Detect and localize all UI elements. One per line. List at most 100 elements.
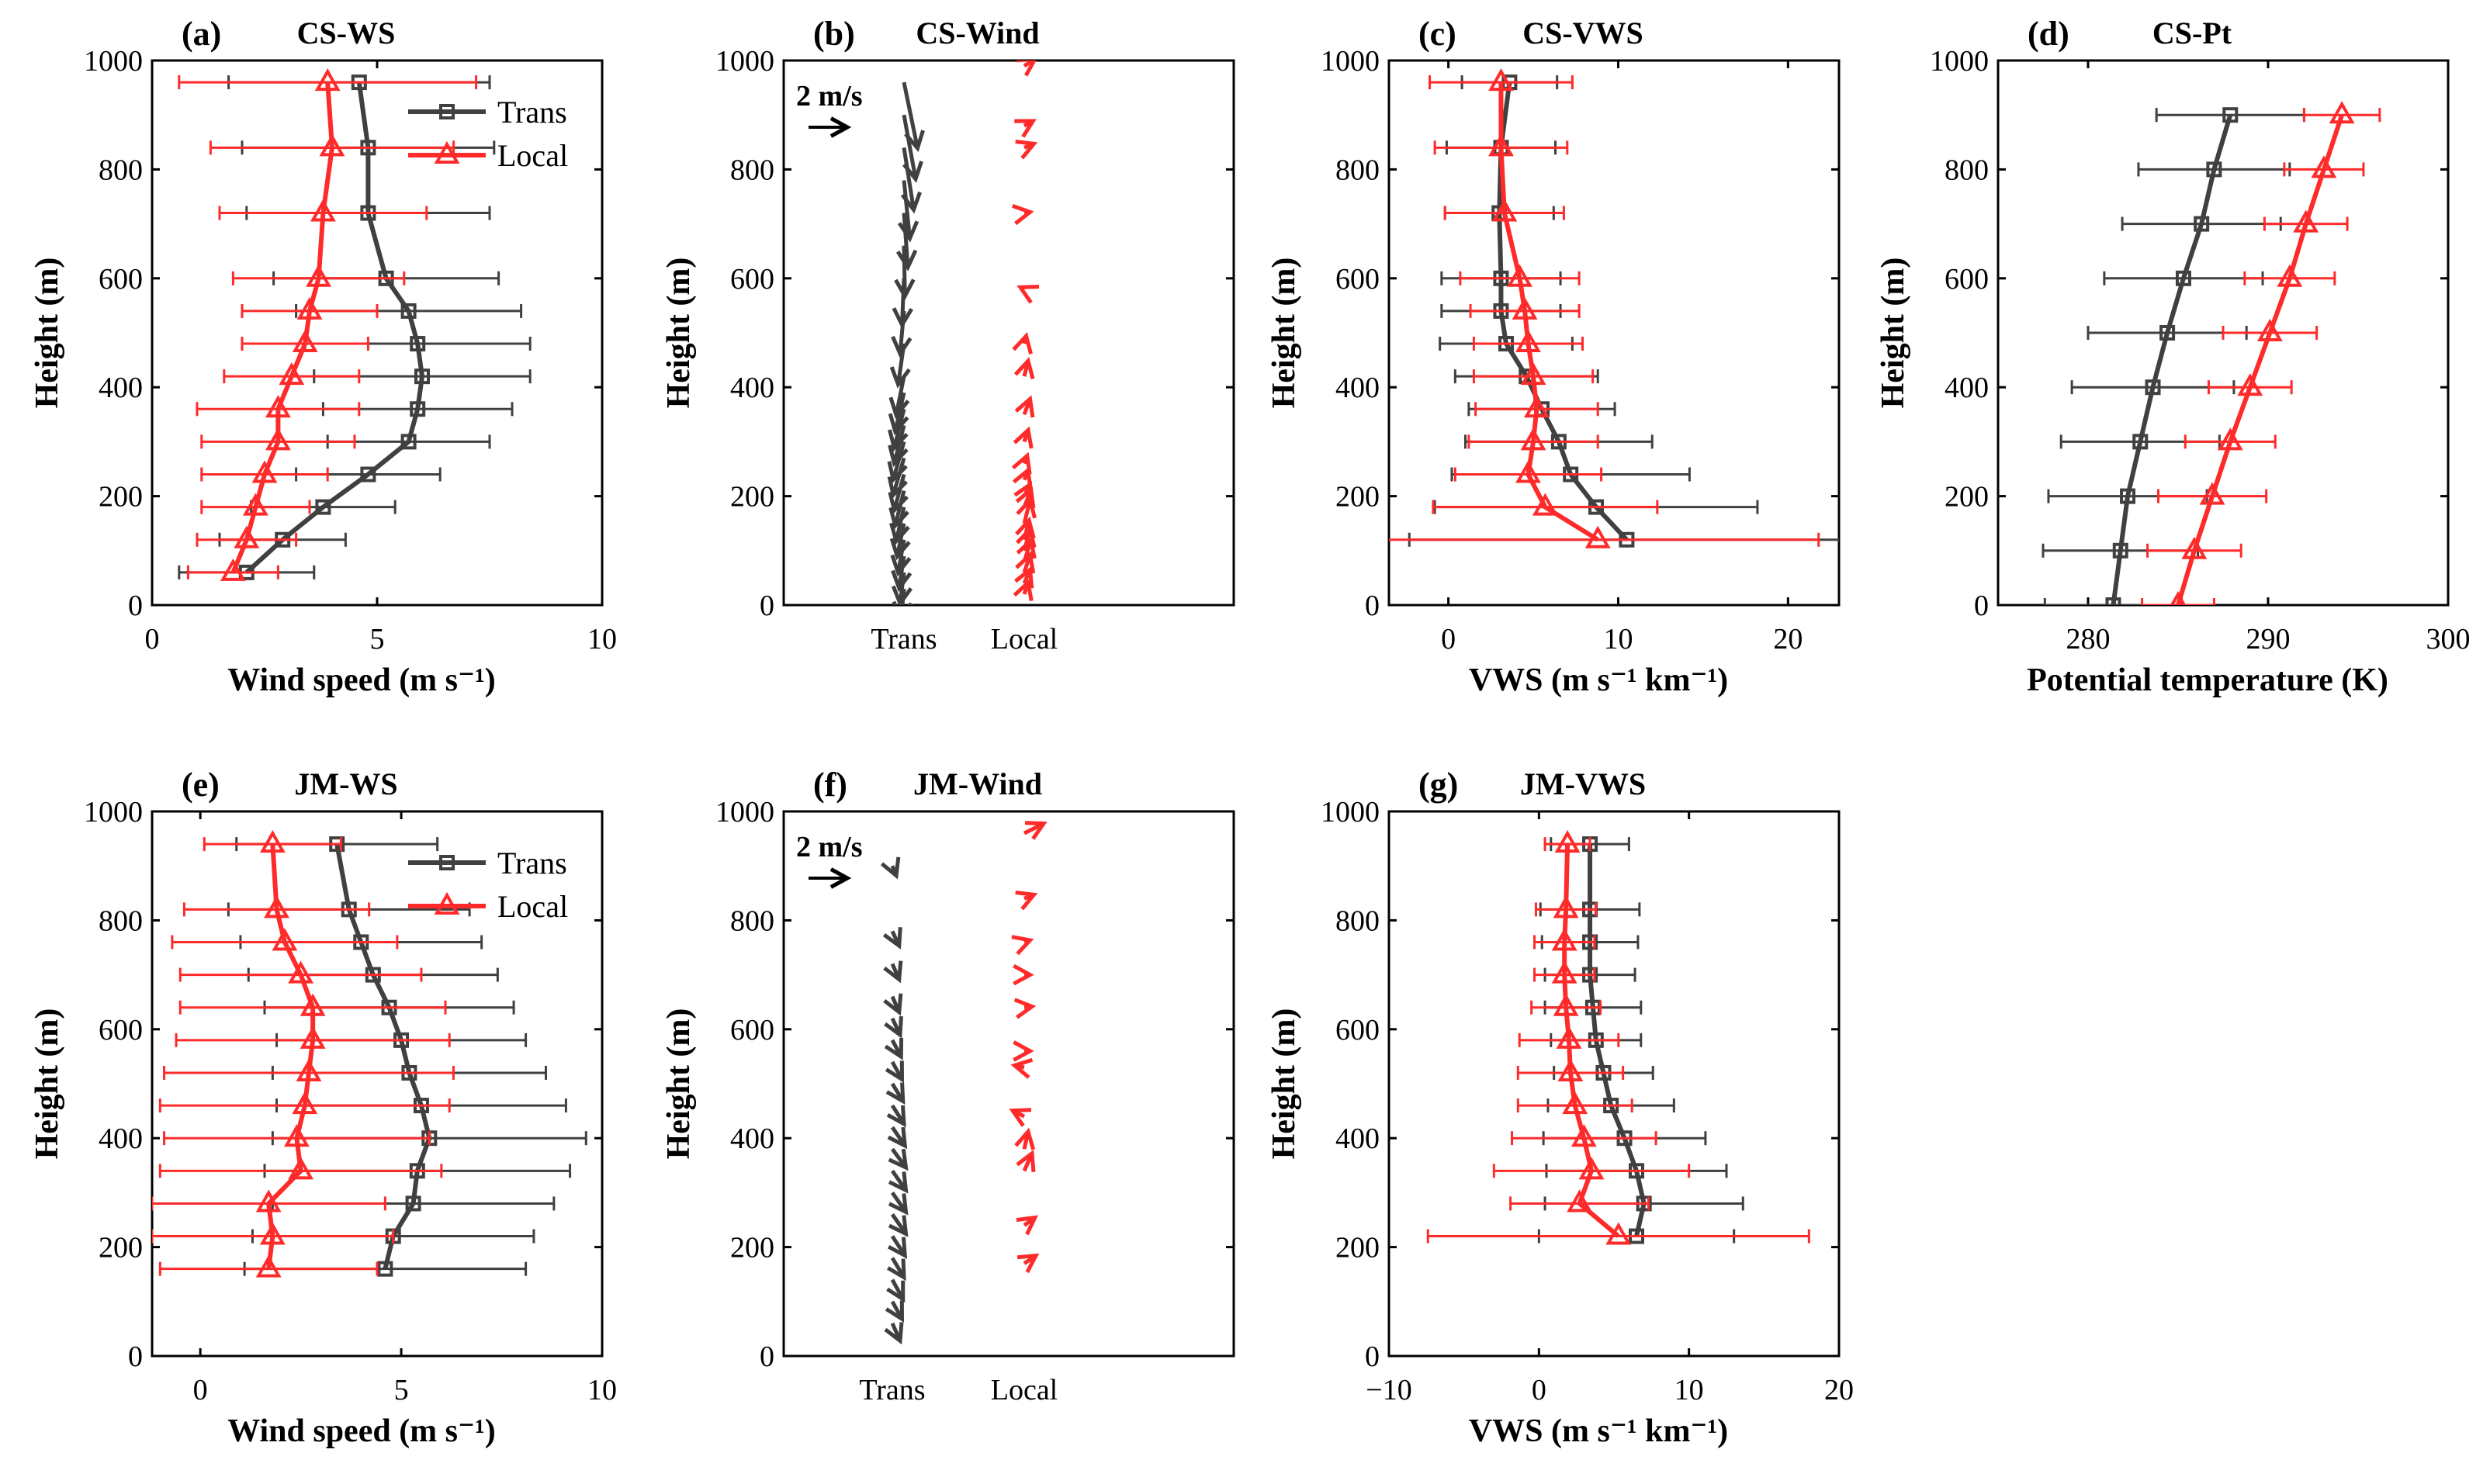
trans-vector-head-18 bbox=[894, 278, 916, 300]
trans-vector-head-5 bbox=[888, 1215, 909, 1237]
x-axis-label: VWS (m s⁻¹ km⁻¹) bbox=[1469, 1413, 1728, 1449]
ytick-label: 400 bbox=[1335, 372, 1380, 404]
plot-area bbox=[152, 830, 587, 1278]
ytick-label: 400 bbox=[99, 1123, 143, 1155]
trans-vector-head-15 bbox=[883, 993, 903, 1016]
trans-vector-head-7 bbox=[888, 507, 909, 530]
panel-letter: (d) bbox=[2028, 15, 2069, 53]
local-marker-7 bbox=[300, 1026, 326, 1049]
panel-e: 0 200 400 600 800 1000 Height (m) (e) JM-WS 0 5 10 W… bbox=[29, 766, 617, 1449]
trans-vector-2 bbox=[898, 572, 906, 604]
column-label: Local bbox=[991, 623, 1058, 656]
ytick-label: 0 bbox=[1365, 590, 1380, 622]
xtick-label: 5 bbox=[370, 623, 385, 656]
panel-title: CS-WS bbox=[297, 16, 396, 50]
trans-vector-head-11 bbox=[888, 445, 909, 468]
legend-trans-label: Trans bbox=[497, 95, 567, 130]
trans-vector-head-9 bbox=[887, 476, 908, 499]
legend-local-label: Local bbox=[497, 889, 568, 924]
panel-title: CS-VWS bbox=[1522, 16, 1643, 50]
local-marker-8 bbox=[1551, 960, 1577, 984]
trans-vector-head-23 bbox=[904, 130, 925, 153]
panel-letter: (c) bbox=[1418, 15, 1456, 53]
local-marker-7 bbox=[2293, 209, 2319, 233]
trans-marker-2 bbox=[2120, 488, 2136, 504]
trans-vector-head-8 bbox=[888, 491, 909, 514]
trans-vector-head-2 bbox=[891, 585, 913, 605]
local-marker-8 bbox=[296, 296, 323, 320]
plot-area bbox=[178, 68, 532, 581]
trans-marker-2 bbox=[405, 1195, 421, 1212]
local-marker-3 bbox=[288, 1157, 314, 1180]
ytick-label: 400 bbox=[1335, 1123, 1380, 1155]
local-vector-head-3 bbox=[1014, 1127, 1036, 1150]
trans-marker-legend bbox=[439, 855, 455, 870]
local-vector-head-1 bbox=[1016, 1215, 1038, 1236]
trans-vector-head-22 bbox=[902, 161, 923, 183]
ytick-label: 1000 bbox=[84, 45, 143, 78]
local-marker-5 bbox=[2256, 318, 2283, 341]
panel-title: JM-WS bbox=[294, 766, 397, 801]
trans-vector-head-9 bbox=[887, 1126, 908, 1150]
local-vector-head-10 bbox=[1011, 451, 1032, 475]
ytick-label: 200 bbox=[99, 481, 143, 514]
trans-vector-head-4 bbox=[890, 554, 912, 577]
panel-letter: (a) bbox=[182, 15, 221, 53]
ytick-label: 1000 bbox=[715, 796, 774, 828]
local-marker-1 bbox=[259, 1222, 286, 1245]
trans-marker-4 bbox=[2145, 379, 2161, 396]
axes-frame bbox=[151, 810, 604, 1358]
series-local bbox=[152, 830, 455, 1278]
local-marker-8 bbox=[2311, 155, 2337, 178]
x-axis-label: VWS (m s⁻¹ km⁻¹) bbox=[1469, 662, 1728, 698]
ytick-label: 0 bbox=[1365, 1340, 1380, 1373]
legend-trans-label: Trans bbox=[497, 846, 567, 880]
trans-vector-head-20 bbox=[897, 220, 919, 243]
panel-f: 0 200 400 600 800 1000 Height (m) (f) JM-Wind Tra… bbox=[661, 766, 1235, 1406]
trans-vector-head-14 bbox=[884, 1015, 903, 1039]
local-marker-10 bbox=[272, 928, 298, 951]
ytick-label: 400 bbox=[730, 1123, 774, 1155]
ytick-label: 0 bbox=[760, 590, 774, 622]
trans-vector-head-17 bbox=[882, 927, 902, 950]
ytick-label: 400 bbox=[99, 372, 143, 404]
trans-vector-head-21 bbox=[900, 191, 922, 214]
local-vector-head-7 bbox=[1013, 998, 1037, 1019]
local-marker-5 bbox=[265, 395, 291, 418]
trans-marker-5 bbox=[410, 401, 426, 417]
trans-line bbox=[2111, 114, 2233, 605]
local-marker-legend bbox=[434, 891, 460, 915]
trans-marker-8 bbox=[2206, 161, 2222, 178]
local-marker-1 bbox=[2181, 536, 2208, 559]
ytick-label: 0 bbox=[1974, 590, 1989, 622]
trans-marker-0 bbox=[2105, 597, 2121, 605]
trans-vector-head-3 bbox=[891, 569, 913, 593]
local-marker-5 bbox=[292, 1091, 318, 1115]
local-marker-7 bbox=[1512, 296, 1538, 320]
local-marker-11 bbox=[264, 895, 289, 918]
local-marker-6 bbox=[279, 362, 305, 386]
panel-title: JM-VWS bbox=[1520, 766, 1646, 801]
trans-vector-7 bbox=[893, 489, 906, 527]
trans-vector-head-14 bbox=[888, 396, 910, 420]
local-marker-0 bbox=[2170, 590, 2187, 605]
y-axis-label: Height (m) bbox=[661, 258, 697, 409]
local-marker-1 bbox=[234, 525, 260, 548]
local-marker-4 bbox=[2237, 373, 2263, 396]
trans-vector-8 bbox=[892, 473, 906, 511]
series-trans bbox=[2042, 107, 2305, 605]
local-marker-9 bbox=[2329, 101, 2355, 124]
panel-title: JM-Wind bbox=[913, 766, 1042, 801]
local-marker-9 bbox=[1551, 928, 1577, 951]
trans-vector-head-4 bbox=[887, 1237, 908, 1259]
trans-marker-7 bbox=[410, 336, 426, 352]
ytick-label: 400 bbox=[1945, 372, 1989, 404]
trans-vector-head-16 bbox=[891, 335, 913, 358]
trans-vector-head-8 bbox=[888, 1148, 909, 1171]
panel-d: 0 200 400 600 800 1000 Height (m) (d) CS-Pt 280 29… bbox=[1875, 15, 2471, 698]
local-marker-3 bbox=[1571, 1124, 1597, 1147]
trans-vector-head-10 bbox=[886, 1105, 906, 1128]
local-marker-1 bbox=[1567, 1189, 1592, 1212]
local-vector-head-19 bbox=[1016, 61, 1037, 77]
local-marker-10 bbox=[1553, 895, 1579, 918]
